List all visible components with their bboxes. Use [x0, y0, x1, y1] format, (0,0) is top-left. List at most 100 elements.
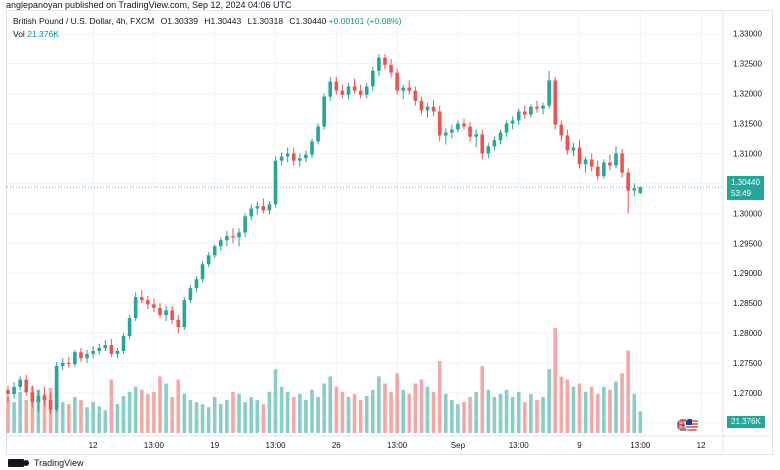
volume-bar — [231, 391, 235, 433]
candle-body — [212, 246, 217, 256]
volume-bar — [225, 400, 229, 433]
candle-body — [529, 106, 533, 115]
x-tick-label: 26 — [332, 441, 341, 450]
volume-bar — [541, 396, 545, 433]
current-price-tag: 1.30440 53:49 — [727, 176, 764, 200]
candle-body — [358, 90, 363, 95]
volume-bar — [42, 393, 47, 433]
chart-frame[interactable] — [6, 10, 773, 455]
bar-countdown-label: 53:49 — [731, 189, 752, 198]
volume-bar — [407, 393, 412, 433]
candle-body — [206, 255, 211, 265]
volume-bar — [614, 381, 618, 433]
candle-body — [255, 206, 260, 209]
x-tick-label: 13:00 — [266, 441, 287, 450]
candle-body — [450, 129, 454, 133]
candle-body — [589, 159, 594, 167]
tradingview-logo[interactable]: TradingView — [8, 458, 84, 468]
volume-bar — [146, 393, 150, 433]
volume-bar — [176, 379, 181, 433]
x-tick-label: 12 — [89, 441, 98, 450]
volume-bar — [304, 400, 308, 433]
candle-body — [437, 111, 442, 136]
volume-bar — [279, 386, 284, 433]
symbol-title[interactable]: British Pound / U.S. Dollar, 4h, FXCM — [13, 16, 155, 26]
volume-bar — [12, 402, 16, 433]
candle-body — [486, 146, 491, 154]
volume-bar — [516, 391, 521, 433]
candle-body — [334, 81, 339, 91]
y-tick-label: 1.27500 — [733, 359, 762, 368]
candle-body — [383, 57, 387, 65]
volume-bar — [182, 393, 187, 433]
x-tick-label: 13:00 — [387, 441, 408, 450]
candle-body — [547, 80, 551, 106]
volume-bar — [608, 389, 612, 433]
candle-body — [109, 345, 114, 354]
volume-bar — [237, 393, 241, 433]
candle-body — [243, 216, 247, 233]
volume-bar — [164, 383, 168, 433]
volume-bar — [85, 407, 89, 433]
volume-bar — [595, 393, 600, 433]
candle-body — [377, 57, 381, 71]
volume-bar — [559, 376, 564, 433]
volume-legend: Vol 21.376K — [13, 29, 59, 39]
candle-body — [595, 166, 600, 177]
tradingview-logo-label: TradingView — [34, 458, 84, 468]
volume-bar — [589, 386, 594, 433]
close-value: C1.30440 — [289, 16, 327, 26]
volume-bar — [492, 396, 497, 433]
volume-bar — [413, 383, 418, 433]
candle-body — [73, 352, 77, 365]
volume-bar — [322, 383, 326, 433]
volume-bar — [577, 383, 582, 433]
candle-body — [85, 353, 89, 359]
candle-body — [620, 153, 624, 173]
candle-body — [261, 206, 266, 211]
volume-bar — [529, 393, 533, 433]
candle-body — [115, 351, 120, 354]
candle-body — [176, 319, 181, 328]
us-flag-icon[interactable] — [685, 418, 699, 432]
candle-body — [24, 379, 29, 393]
candle-body — [298, 158, 302, 161]
x-tick-label: 13:00 — [630, 441, 651, 450]
volume-bar — [298, 393, 302, 433]
volume-bar — [67, 404, 71, 433]
candle-body — [413, 90, 418, 101]
volume-bar — [188, 400, 193, 433]
candle-body — [30, 392, 35, 402]
candle-body — [523, 111, 527, 115]
volume-bar — [310, 389, 314, 433]
candle-body — [364, 86, 369, 95]
volume-bar — [486, 389, 491, 433]
candle-body — [425, 106, 430, 111]
volume-bar — [79, 400, 83, 433]
candle-body — [510, 120, 515, 124]
candle-body — [535, 106, 539, 109]
volume-bar — [127, 391, 132, 433]
volume-bar — [261, 404, 266, 433]
volume-bar — [638, 411, 643, 433]
candle-body — [322, 96, 326, 127]
volume-bar — [109, 379, 114, 433]
volume-bar — [30, 386, 35, 433]
volume-bar — [450, 400, 454, 433]
volume-tag-label: 21.376K — [731, 417, 761, 426]
candle-body — [60, 362, 65, 366]
x-tick-label: 12 — [697, 441, 706, 450]
volume-bar — [371, 389, 375, 433]
y-tick-label: 1.31500 — [733, 120, 762, 129]
candle-body — [48, 400, 53, 410]
volume-bar — [504, 389, 509, 433]
volume-bar — [212, 396, 217, 433]
volume-bar — [139, 389, 144, 433]
candle-body — [608, 162, 612, 166]
tradingview-logo-icon — [8, 459, 29, 467]
volume-bar — [152, 391, 156, 433]
candle-body — [194, 279, 199, 289]
volume-bar — [121, 395, 126, 433]
volume-bar — [364, 395, 369, 433]
